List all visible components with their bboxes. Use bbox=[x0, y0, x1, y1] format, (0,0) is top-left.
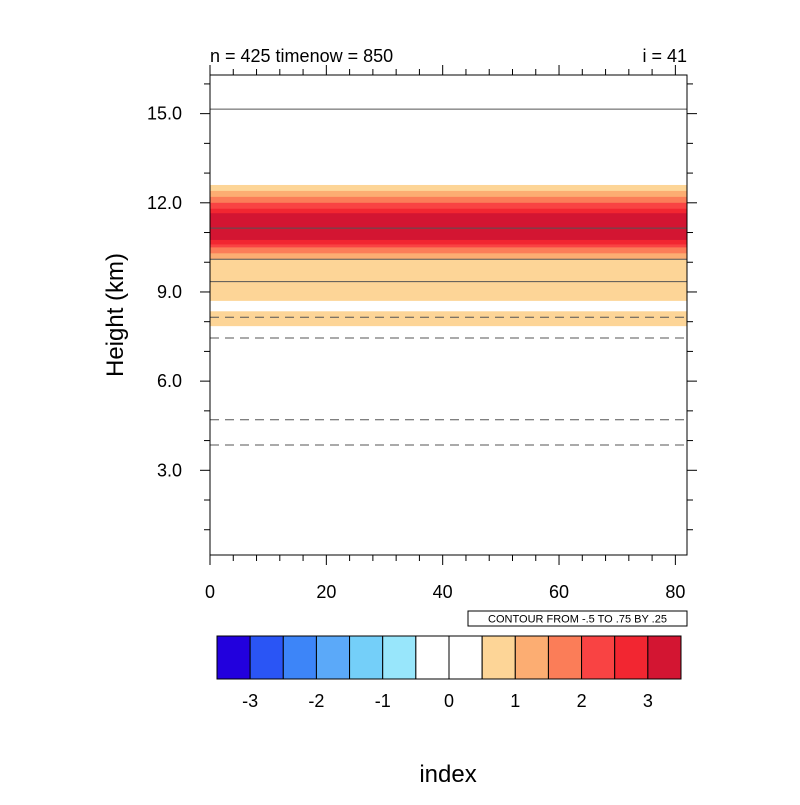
fill-band-6 bbox=[210, 213, 687, 240]
colorbar-swatch-8 bbox=[481, 635, 516, 680]
y-tick-label-3: 3.0 bbox=[157, 460, 182, 480]
colorbar-swatch-0 bbox=[216, 635, 251, 680]
title-right: i = 41 bbox=[642, 46, 687, 66]
colorbar-label-6: 3 bbox=[643, 691, 653, 711]
x-tick-label-0: 0 bbox=[205, 582, 215, 602]
colorbar-swatch-2 bbox=[282, 635, 317, 680]
y-tick-label-12: 12.0 bbox=[147, 193, 182, 213]
colorbar-label-3: 0 bbox=[444, 691, 454, 711]
fill-band-0 bbox=[210, 311, 687, 327]
colorbar-swatch-12 bbox=[614, 635, 649, 680]
colorbar-swatch-10 bbox=[547, 635, 583, 680]
plot-frame bbox=[209, 74, 688, 556]
colorbar-swatch-4 bbox=[349, 635, 384, 680]
y-tick-label-9: 9.0 bbox=[157, 282, 182, 302]
plot-area bbox=[210, 108, 687, 446]
x-tick-label-60: 60 bbox=[549, 582, 569, 602]
x-axis-label: index bbox=[419, 761, 476, 788]
colorbar-swatch-13 bbox=[647, 635, 682, 680]
x-tick-label-40: 40 bbox=[433, 582, 453, 602]
colorbar-swatch-1 bbox=[249, 635, 284, 680]
contour-info-box: CONTOUR FROM -.5 TO .75 BY .25 bbox=[467, 610, 688, 627]
colorbar-swatch-3 bbox=[315, 635, 351, 680]
x-tick-label-20: 20 bbox=[316, 582, 336, 602]
colorbar-swatch-9 bbox=[514, 635, 549, 680]
colorbar-label-5: 2 bbox=[577, 691, 587, 711]
axis-ticks bbox=[200, 65, 697, 565]
y-tick-label-6: 6.0 bbox=[157, 371, 182, 391]
tick-labels: 0 20 40 60 80 3.0 6.0 9.0 12.0 15.0 bbox=[147, 104, 685, 602]
y-tick-label-15: 15.0 bbox=[147, 104, 182, 124]
colorbar-label-1: -2 bbox=[308, 691, 324, 711]
colorbar-swatch-7 bbox=[448, 635, 483, 680]
colorbar: -3 -2 -1 0 1 2 3 bbox=[216, 635, 682, 711]
colorbar-swatch-5 bbox=[382, 635, 417, 680]
colorbar-swatch-11 bbox=[581, 635, 616, 680]
y-axis-label: Height (km) bbox=[102, 253, 129, 377]
colorbar-swatch-6 bbox=[415, 635, 450, 680]
title-left: n = 425 timenow = 850 bbox=[210, 46, 393, 66]
colorbar-label-0: -3 bbox=[242, 691, 258, 711]
contour-info-text: CONTOUR FROM -.5 TO .75 BY .25 bbox=[488, 614, 667, 626]
x-tick-label-80: 80 bbox=[665, 582, 685, 602]
colorbar-label-2: -1 bbox=[375, 691, 391, 711]
colorbar-label-4: 1 bbox=[510, 691, 520, 711]
